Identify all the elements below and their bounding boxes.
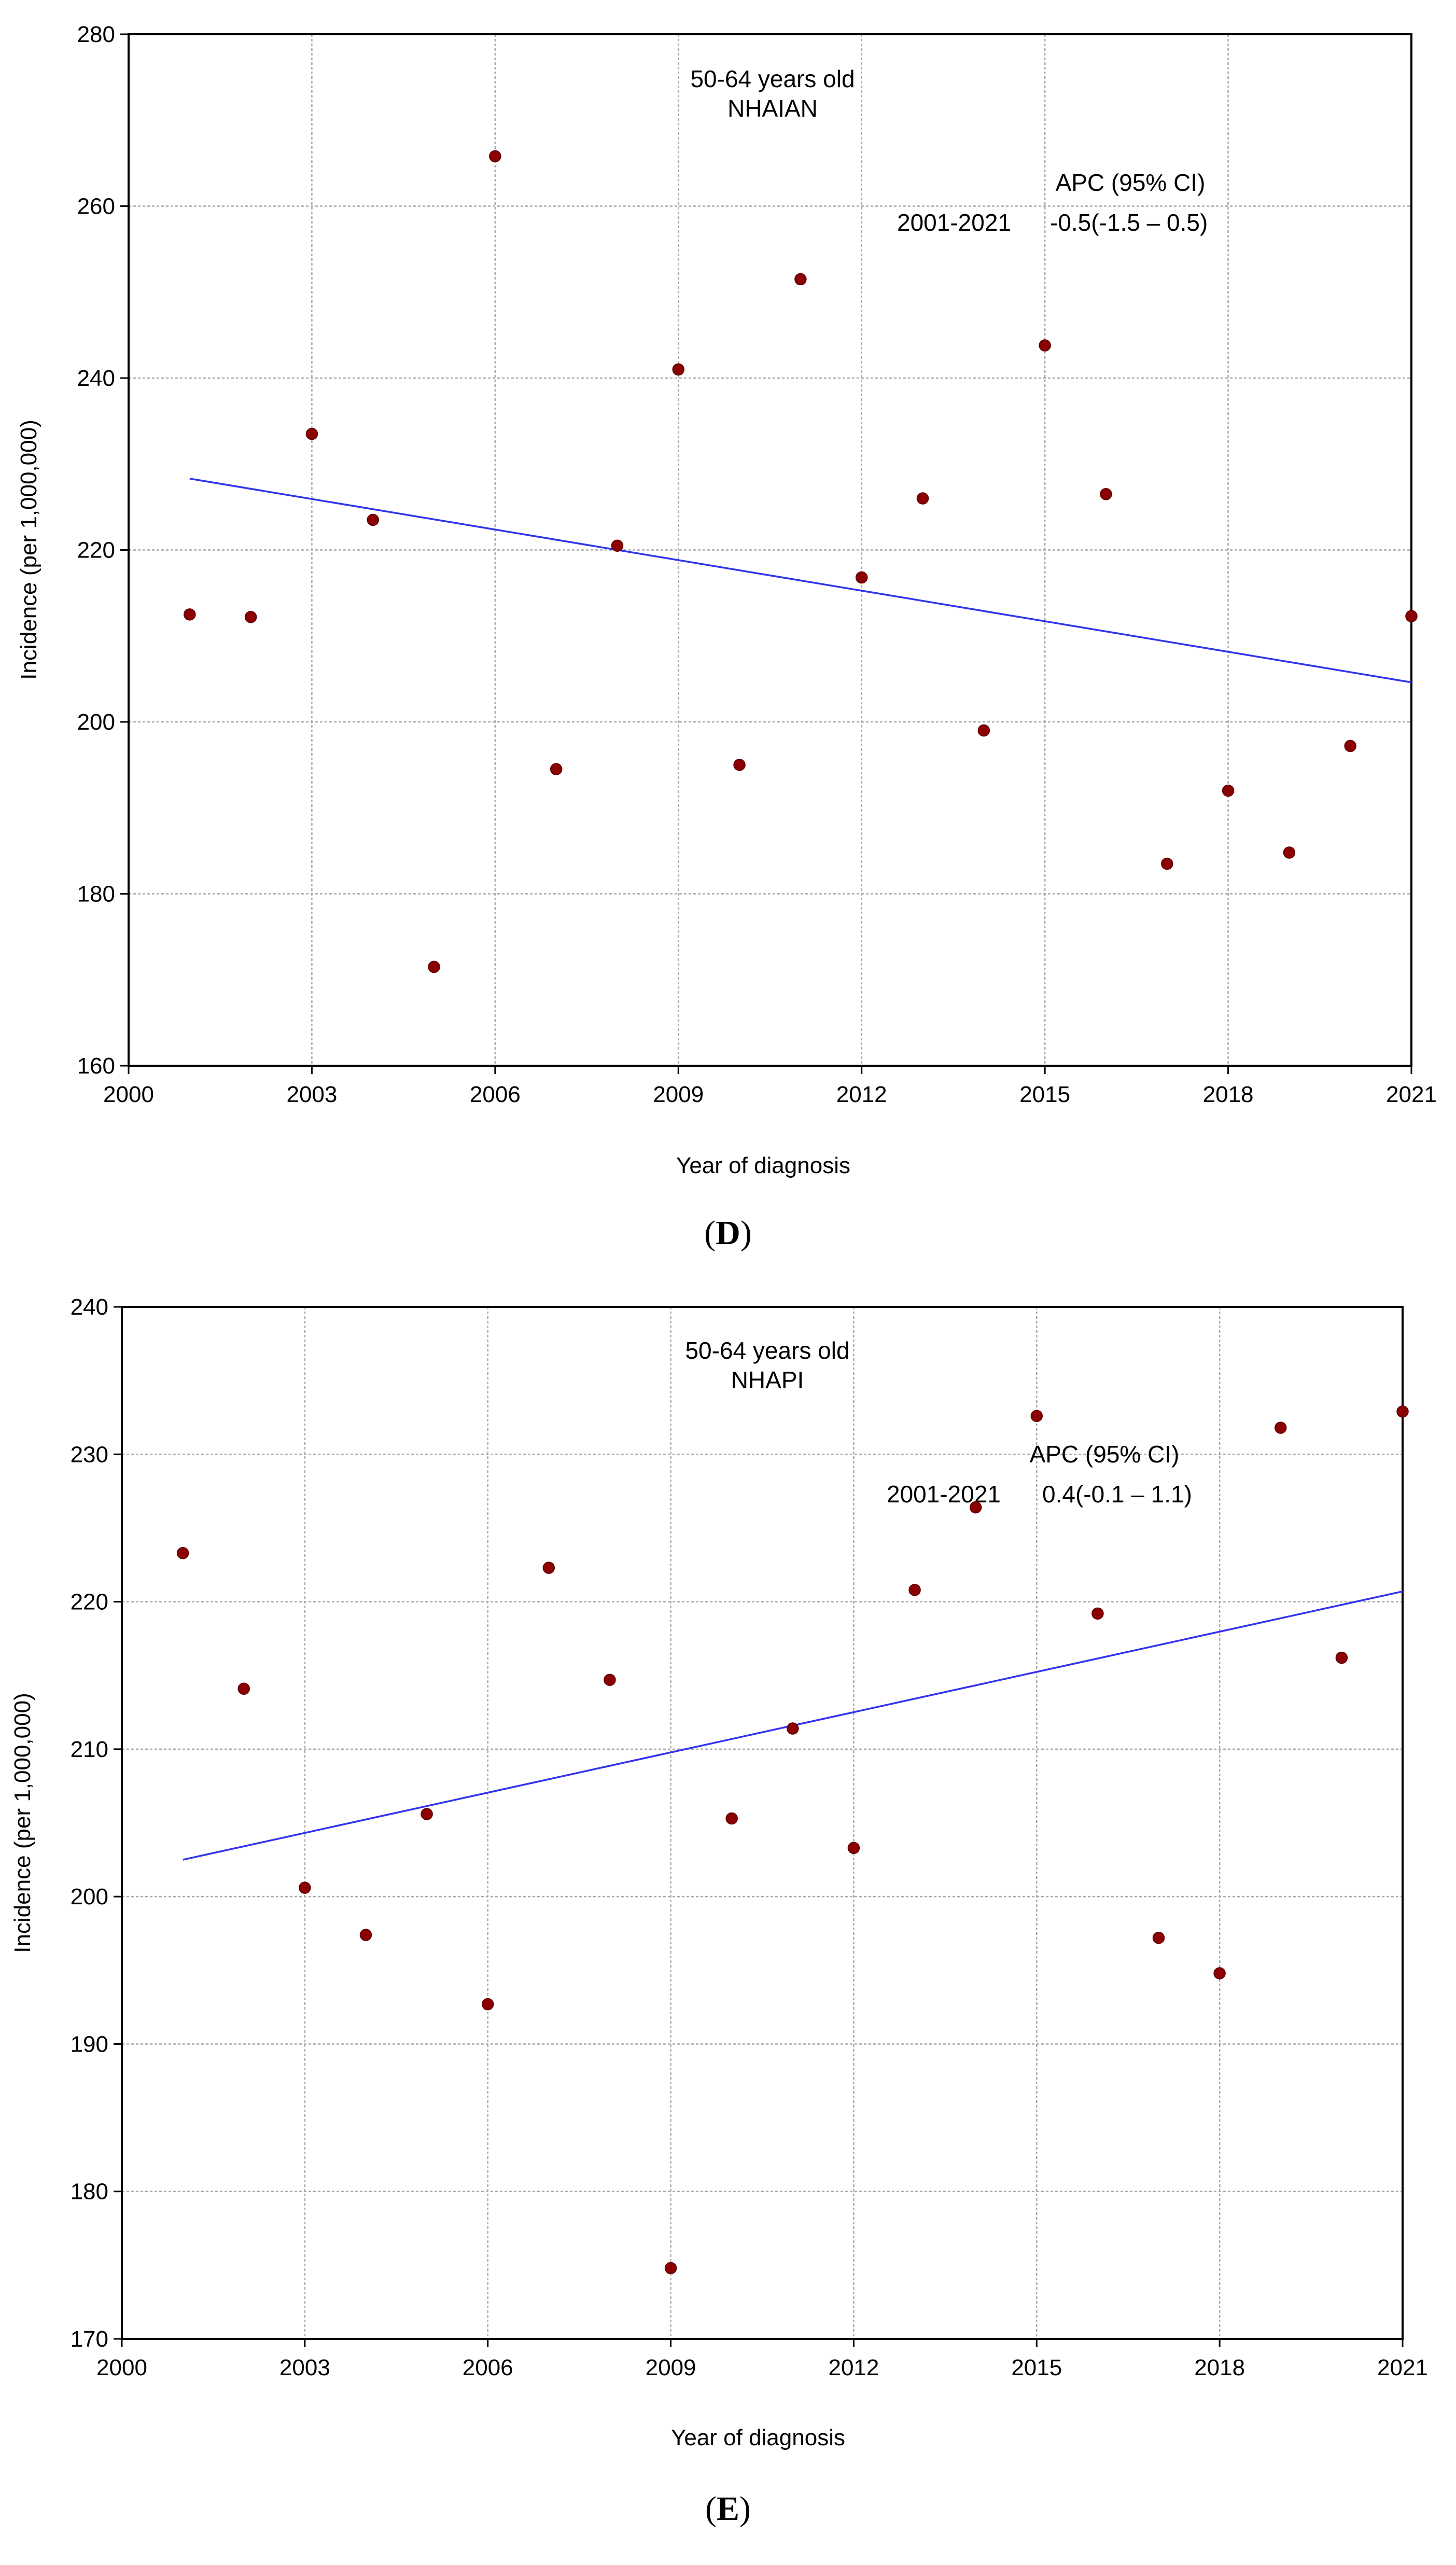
y-axis-label-d: Incidence (per 1,000,000) (16, 420, 41, 679)
data-point-d-2019 (1283, 846, 1296, 859)
data-point-d-2020 (1344, 740, 1356, 752)
data-point-e-2014 (969, 1501, 982, 1514)
y-tick-label-d-260: 260 (77, 194, 115, 219)
x-tick-label-e-2009: 2009 (646, 2355, 696, 2380)
x-tick-label-d-2012: 2012 (836, 1082, 887, 1107)
data-point-e-2012 (847, 1842, 860, 1855)
x-tick-label-d-2000: 2000 (103, 1082, 154, 1107)
y-tick-label-e-240: 240 (71, 1294, 108, 1320)
data-point-e-2009 (664, 2262, 677, 2275)
data-point-d-2016 (1100, 488, 1112, 500)
data-point-e-2002 (237, 1682, 250, 1695)
data-point-d-2013 (916, 492, 929, 505)
data-point-d-2012 (855, 571, 868, 584)
trend-line-d (189, 478, 1412, 684)
data-point-e-2005 (421, 1808, 433, 1820)
x-tick-label-e-2006: 2006 (463, 2355, 513, 2380)
data-point-e-2019 (1275, 1421, 1287, 1434)
data-point-e-2020 (1335, 1651, 1348, 1664)
panel-label-d-letter: D (716, 1214, 740, 1252)
y-tick-label-e-200: 200 (71, 1884, 108, 1909)
x-tick-label-d-2006: 2006 (470, 1082, 521, 1107)
data-point-e-2016 (1091, 1607, 1104, 1620)
panel-e: 2000 2003 2006 2009 2012 2015 2018 2021 170 180 19… (0, 1281, 1456, 2565)
y-tick-label-e-180: 180 (71, 2179, 108, 2205)
data-point-d-2009 (672, 363, 685, 376)
data-point-d-2003 (305, 427, 318, 440)
data-point-d-2015 (1039, 339, 1051, 352)
x-tick-label-d-2015: 2015 (1019, 1082, 1070, 1107)
apc-header-e: APC (95% CI) (1030, 1441, 1180, 1468)
data-point-d-2004 (367, 513, 379, 526)
data-point-d-2014 (977, 724, 990, 737)
data-point-d-2001 (184, 608, 196, 621)
plot-frame-e (121, 1306, 1404, 2340)
apc-period-e: 2001-2021 (887, 1481, 1001, 1508)
panel-label-e: (E) (705, 2490, 751, 2528)
data-point-e-2010 (725, 1812, 738, 1825)
data-point-e-2021 (1396, 1405, 1409, 1418)
y-tick-label-e-220: 220 (71, 1590, 108, 1615)
panel-label-d: (D) (704, 1214, 752, 1252)
data-point-d-2010 (733, 759, 746, 771)
panel-label-e-letter: E (716, 2490, 740, 2528)
x-tick-label-e-2012: 2012 (828, 2355, 879, 2380)
chart-title-line2-d: NHAIAN (727, 95, 818, 122)
data-point-e-2007 (542, 1562, 555, 1574)
data-point-e-2004 (359, 1929, 372, 1941)
data-point-d-2007 (550, 763, 563, 775)
data-point-e-2006 (481, 1998, 494, 2011)
x-tick-label-e-2003: 2003 (279, 2355, 330, 2380)
data-point-d-2011 (794, 273, 807, 286)
x-tick-label-d-2021: 2021 (1386, 1082, 1437, 1107)
chart-title-line1-d: 50-64 years old (690, 65, 855, 92)
data-point-e-2011 (787, 1722, 799, 1735)
data-point-d-2008 (611, 539, 624, 552)
y-tick-label-e-230: 230 (71, 1442, 108, 1467)
data-point-e-2018 (1213, 1967, 1226, 1979)
data-point-e-2001 (176, 1547, 189, 1559)
data-point-e-2013 (908, 1584, 921, 1596)
chart-title-line2-e: NHAPI (731, 1367, 804, 1393)
data-point-d-2002 (244, 611, 257, 623)
y-tick-label-e-170: 170 (71, 2326, 108, 2352)
data-point-d-2017 (1161, 857, 1173, 870)
y-tick-label-d-220: 220 (77, 538, 115, 563)
data-point-e-2008 (604, 1674, 616, 1686)
x-tick-label-d-2009: 2009 (653, 1082, 704, 1107)
apc-header-d: APC (95% CI) (1056, 169, 1206, 196)
x-tick-label-d-2003: 2003 (286, 1082, 337, 1107)
data-point-e-2017 (1152, 1931, 1165, 1944)
y-tick-label-d-280: 280 (77, 22, 115, 47)
apc-value-d: -0.5(-1.5 – 0.5) (1050, 209, 1208, 236)
y-tick-label-e-210: 210 (71, 1737, 108, 1762)
data-point-d-2018 (1222, 784, 1235, 797)
chart-title-line1-e: 50-64 years old (685, 1337, 849, 1364)
y-axis-label-e: Incidence (per 1,000,000) (10, 1693, 35, 1953)
y-tick-label-d-180: 180 (77, 882, 115, 907)
apc-value-e: 0.4(-0.1 – 1.1) (1042, 1481, 1192, 1508)
chart-e: 2000 2003 2006 2009 2012 2015 2018 2021 170 180 19… (10, 1294, 1428, 2450)
data-point-d-2021 (1405, 610, 1418, 622)
x-axis-label-d: Year of diagnosis (676, 1153, 850, 1178)
panel-d: 2000 2003 2006 2009 2012 2015 2018 2021 160 180 20… (0, 0, 1456, 1281)
x-tick-label-e-2018: 2018 (1194, 2355, 1245, 2380)
y-tick-label-d-200: 200 (77, 709, 115, 735)
y-tick-label-d-160: 160 (77, 1053, 115, 1079)
data-point-d-2005 (428, 960, 440, 973)
data-point-e-2003 (299, 1881, 311, 1894)
x-axis-label-e: Year of diagnosis (671, 2425, 845, 2450)
x-tick-label-e-2021: 2021 (1377, 2355, 1428, 2380)
y-tick-label-d-240: 240 (77, 366, 115, 391)
apc-period-d: 2001-2021 (897, 209, 1011, 236)
y-tick-label-e-190: 190 (71, 2031, 108, 2057)
chart-d: 2000 2003 2006 2009 2012 2015 2018 2021 160 180 20… (16, 22, 1437, 1178)
data-point-e-2015 (1030, 1410, 1043, 1423)
data-point-d-2006 (489, 150, 501, 163)
x-tick-label-d-2018: 2018 (1203, 1082, 1254, 1107)
x-tick-label-e-2000: 2000 (96, 2355, 147, 2380)
x-tick-label-e-2015: 2015 (1011, 2355, 1062, 2380)
